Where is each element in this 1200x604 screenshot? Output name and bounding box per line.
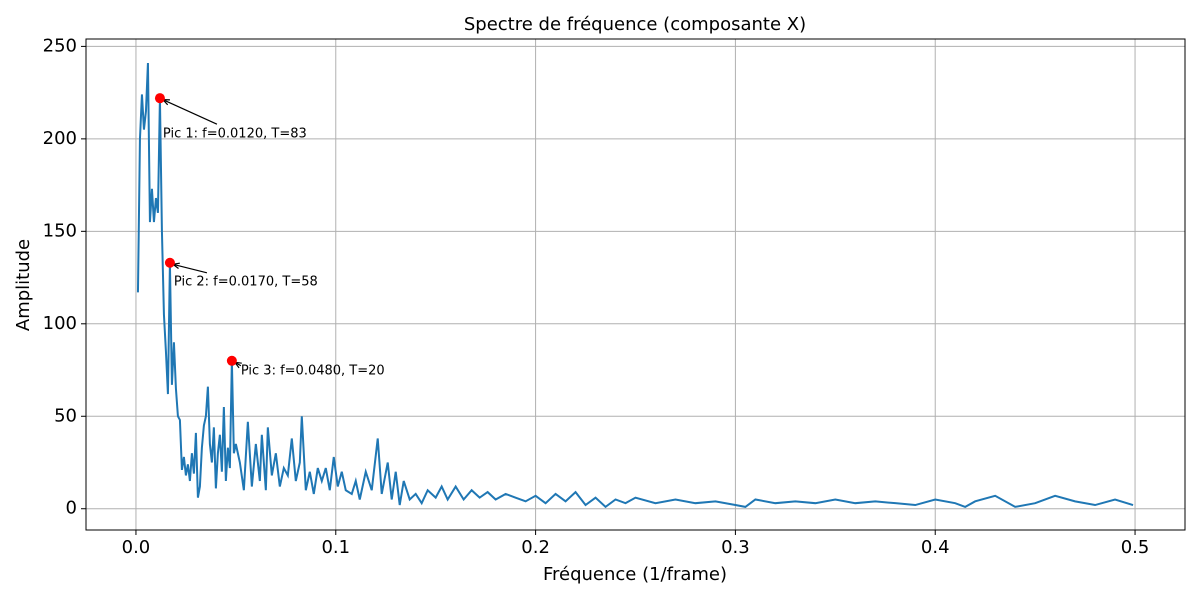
plot-frame	[85, 38, 1186, 531]
y-tick-label: 150	[43, 220, 77, 241]
peak-label: Pic 1: f=0.0120, T=83	[163, 127, 307, 142]
y-tick-label: 0	[66, 498, 77, 519]
chart-title: Spectre de fréquence (composante X)	[464, 14, 806, 35]
peak-label: Pic 3: f=0.0480, T=20	[241, 363, 385, 378]
annotation-arrow	[172, 263, 208, 274]
y-tick-label: 50	[54, 405, 77, 426]
peak-marker	[164, 257, 175, 268]
y-axis-label: Amplitude	[13, 239, 34, 331]
y-tick-label: 200	[43, 128, 77, 149]
peak-marker	[226, 355, 237, 366]
x-tick-label: 0.1	[321, 537, 350, 558]
x-tick-label: 0.5	[1121, 537, 1150, 558]
peak-marker	[154, 93, 165, 104]
annotation-arrow	[162, 99, 218, 125]
x-tick-label: 0.4	[921, 537, 950, 558]
x-axis-label: Fréquence (1/frame)	[543, 564, 727, 585]
x-tick-label: 0.2	[521, 537, 550, 558]
peak-label: Pic 2: f=0.0170, T=58	[174, 274, 318, 289]
x-tick-label: 0.0	[122, 537, 151, 558]
spectrum-line	[136, 62, 1134, 509]
y-tick-label: 100	[43, 313, 77, 334]
y-tick-label: 250	[43, 35, 77, 56]
x-tick-label: 0.3	[721, 537, 750, 558]
